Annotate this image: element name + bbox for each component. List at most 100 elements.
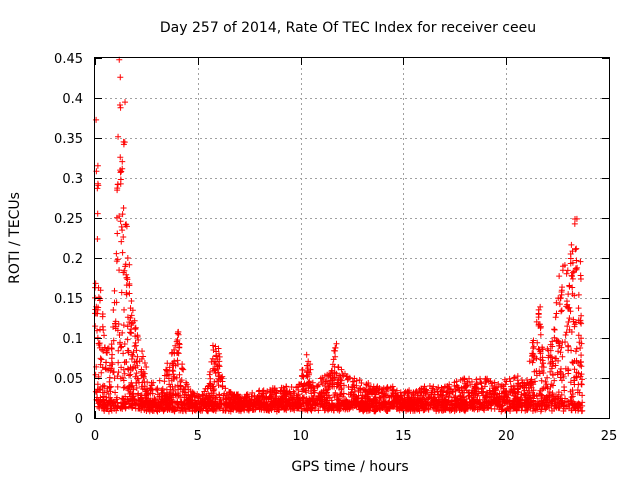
data-point bbox=[345, 384, 352, 391]
data-point bbox=[97, 361, 104, 368]
data-point bbox=[113, 258, 120, 265]
data-point bbox=[547, 360, 554, 367]
data-point bbox=[132, 325, 139, 332]
data-point bbox=[575, 381, 582, 388]
data-point bbox=[163, 401, 170, 408]
data-point bbox=[321, 401, 328, 408]
data-point bbox=[392, 396, 399, 403]
data-point bbox=[531, 368, 538, 375]
data-point bbox=[343, 373, 350, 380]
data-point bbox=[140, 353, 147, 360]
data-point bbox=[532, 407, 539, 414]
x-tick-label: 25 bbox=[601, 429, 618, 444]
data-point bbox=[537, 331, 544, 338]
data-point bbox=[462, 383, 469, 390]
data-point bbox=[344, 399, 351, 406]
data-point bbox=[120, 204, 127, 211]
data-point bbox=[558, 377, 565, 384]
data-point bbox=[127, 305, 134, 312]
data-point bbox=[120, 138, 127, 145]
data-point bbox=[544, 402, 551, 409]
data-point bbox=[539, 360, 546, 367]
data-point bbox=[557, 295, 564, 302]
data-point bbox=[94, 180, 101, 187]
data-point bbox=[558, 308, 565, 315]
data-point bbox=[96, 340, 103, 347]
data-point bbox=[177, 383, 184, 390]
data-point bbox=[540, 369, 547, 376]
data-point bbox=[360, 406, 367, 413]
data-point bbox=[114, 373, 121, 380]
data-point bbox=[299, 366, 306, 373]
data-point bbox=[146, 404, 153, 411]
data-point bbox=[109, 361, 116, 368]
y-tick-label: 0.05 bbox=[54, 372, 83, 387]
data-point bbox=[527, 379, 534, 386]
data-point bbox=[156, 393, 163, 400]
data-point bbox=[119, 329, 126, 336]
data-point bbox=[98, 369, 105, 376]
data-point bbox=[310, 393, 317, 400]
data-point bbox=[546, 392, 553, 399]
data-point bbox=[494, 391, 501, 398]
data-point bbox=[114, 187, 121, 194]
data-point bbox=[331, 407, 338, 414]
data-point bbox=[536, 346, 543, 353]
data-point bbox=[566, 282, 573, 289]
data-point bbox=[462, 406, 469, 413]
data-point bbox=[561, 384, 568, 391]
data-point bbox=[565, 398, 572, 405]
data-point bbox=[118, 238, 125, 245]
data-point bbox=[472, 391, 479, 398]
data-point bbox=[92, 284, 99, 291]
data-point bbox=[92, 323, 99, 330]
data-point bbox=[230, 392, 237, 399]
data-point bbox=[299, 383, 306, 390]
axis-ticks: 0 0.05 0.1 0.15 0.2 0.25 0.3 0.35 0.4 0.45 0 5 10 15 2… bbox=[54, 52, 617, 444]
data-point bbox=[473, 376, 480, 383]
data-point bbox=[551, 326, 558, 333]
data-point bbox=[526, 402, 533, 409]
data-point bbox=[569, 269, 576, 276]
data-point bbox=[215, 362, 222, 369]
data-point bbox=[559, 339, 566, 346]
data-point bbox=[357, 385, 364, 392]
data-point bbox=[238, 394, 245, 401]
data-point bbox=[382, 394, 389, 401]
data-point bbox=[151, 399, 158, 406]
data-point bbox=[176, 371, 183, 378]
data-point bbox=[378, 386, 385, 393]
data-point bbox=[350, 404, 357, 411]
data-point bbox=[94, 306, 101, 313]
data-point bbox=[484, 375, 491, 382]
data-point bbox=[507, 378, 514, 385]
data-point bbox=[303, 351, 310, 358]
y-tick-label: 0.1 bbox=[62, 332, 83, 347]
data-point bbox=[387, 401, 394, 408]
data-point bbox=[127, 382, 134, 389]
data-point bbox=[340, 390, 347, 397]
data-point bbox=[206, 371, 213, 378]
data-point bbox=[328, 368, 335, 375]
data-point bbox=[536, 390, 543, 397]
data-point bbox=[101, 344, 108, 351]
data-point bbox=[275, 406, 282, 413]
data-point bbox=[208, 396, 215, 403]
data-point bbox=[372, 394, 379, 401]
data-point bbox=[171, 358, 178, 365]
data-point bbox=[438, 384, 445, 391]
data-point bbox=[187, 398, 194, 405]
data-point bbox=[560, 373, 567, 380]
data-point bbox=[305, 379, 312, 386]
data-point bbox=[552, 362, 559, 369]
data-point bbox=[170, 373, 177, 380]
data-point bbox=[140, 369, 147, 376]
data-point bbox=[482, 379, 489, 386]
data-point bbox=[573, 266, 580, 273]
data-point bbox=[132, 399, 139, 406]
data-point bbox=[531, 391, 538, 398]
data-point bbox=[256, 399, 263, 406]
data-point bbox=[115, 359, 122, 366]
data-point bbox=[544, 385, 551, 392]
data-point bbox=[289, 394, 296, 401]
